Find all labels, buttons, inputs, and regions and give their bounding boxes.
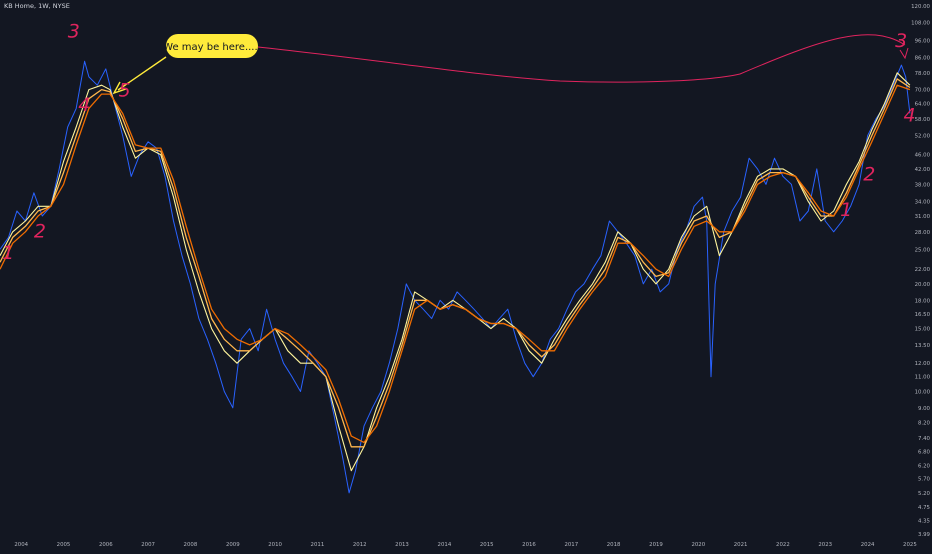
callout-arrow-line <box>117 56 167 91</box>
y-tick-label: 96.00 <box>915 39 931 45</box>
callout-arrow-head <box>112 81 127 95</box>
y-tick-label: 58.00 <box>915 117 931 123</box>
y-tick-label: 5.20 <box>918 491 931 497</box>
x-tick-label: 2016 <box>522 542 536 548</box>
y-tick-label: 15.00 <box>915 327 931 333</box>
x-tick-label: 2019 <box>649 542 663 548</box>
y-tick-label: 64.00 <box>915 102 931 108</box>
x-tick-label: 2022 <box>776 542 790 548</box>
wave-label-3: 3 <box>895 30 907 52</box>
x-tick-label: 2012 <box>353 542 367 548</box>
y-tick-label: 5.70 <box>918 477 931 483</box>
x-tick-label: 2008 <box>184 542 198 548</box>
y-tick-label: 22.00 <box>915 267 931 273</box>
wave-label-4: 4 <box>904 105 916 127</box>
x-tick-label: 2023 <box>818 542 832 548</box>
x-tick-label: 2010 <box>268 542 282 548</box>
y-tick-label: 9.00 <box>918 406 931 412</box>
y-tick-label: 6.20 <box>918 464 931 470</box>
x-tick-label: 2009 <box>226 542 240 548</box>
y-tick-label: 12.00 <box>915 361 931 367</box>
x-tick-label: 2013 <box>395 542 409 548</box>
y-tick-label: 10.00 <box>915 390 931 396</box>
ma-fast-line <box>0 72 911 472</box>
wave-label-5: 5 <box>119 79 131 101</box>
y-tick-label: 52.00 <box>915 134 931 140</box>
y-tick-label: 11.00 <box>915 375 931 381</box>
y-tick-label: 108.00 <box>911 20 930 26</box>
x-tick-label: 2014 <box>438 542 452 548</box>
y-tick-label: 46.00 <box>915 153 931 159</box>
callout-text: We may be here..... <box>163 42 261 53</box>
x-tick-label: 2015 <box>480 542 494 548</box>
y-tick-label: 86.00 <box>915 56 931 62</box>
y-tick-label: 31.00 <box>915 214 931 220</box>
x-tick-label: 2018 <box>607 542 621 548</box>
y-tick-label: 16.50 <box>915 312 931 318</box>
ma-slow-line <box>0 84 911 444</box>
y-tick-label: 38.00 <box>915 182 931 188</box>
y-tick-label: 20.00 <box>915 282 931 288</box>
y-tick-label: 8.20 <box>918 420 931 426</box>
x-tick-label: 2007 <box>141 542 155 548</box>
series-layer <box>0 60 911 494</box>
x-tick-label: 2021 <box>734 542 748 548</box>
price-axis: 120.00 108.00 96.00 86.00 78.00 70.00 64.00 58.… <box>911 4 930 538</box>
y-tick-label: 4.75 <box>918 505 930 511</box>
y-tick-label: 78.00 <box>915 71 931 77</box>
y-tick-label: 13.50 <box>915 343 931 349</box>
y-tick-label: 25.00 <box>915 247 931 253</box>
y-tick-label: 70.00 <box>915 88 931 94</box>
ma-mid-line <box>0 78 911 448</box>
x-tick-label: 2011 <box>311 542 325 548</box>
x-tick-label: 2005 <box>57 542 71 548</box>
x-tick-label: 2006 <box>99 542 113 548</box>
x-tick-label: 2020 <box>691 542 705 548</box>
y-tick-label: 4.35 <box>918 519 930 525</box>
x-tick-label: 2025 <box>903 542 917 548</box>
wave-label-2: 2 <box>34 220 46 242</box>
y-tick-label: 120.00 <box>911 4 930 10</box>
x-tick-label: 2004 <box>14 542 28 548</box>
x-tick-label: 2024 <box>861 542 875 548</box>
y-tick-label: 3.99 <box>918 532 931 538</box>
wave-label-4: 4 <box>78 94 90 116</box>
y-tick-label: 42.00 <box>915 167 931 173</box>
y-tick-label: 7.40 <box>918 436 931 442</box>
red-arrow-head <box>899 47 909 60</box>
callout-box <box>166 34 258 58</box>
red-connector-line <box>257 34 906 83</box>
symbol-title: KB Home, 1W, NYSE <box>4 2 70 10</box>
wave-label-3: 3 <box>68 20 80 42</box>
y-tick-label: 28.00 <box>915 230 931 236</box>
y-tick-label: 6.80 <box>918 449 931 455</box>
wave-label-1: 1 <box>2 242 14 264</box>
y-tick-label: 34.00 <box>915 200 931 206</box>
annotation-layer: We may be here..... <box>112 34 909 95</box>
price-line <box>0 60 911 494</box>
x-tick-label: 2017 <box>564 542 578 548</box>
wave-label-2: 2 <box>863 163 875 185</box>
time-axis: 2004 2005 2006 2007 2008 2009 2010 2011 2012 2013… <box>14 542 916 548</box>
y-tick-label: 18.00 <box>915 298 931 304</box>
wave-label-1: 1 <box>840 199 852 221</box>
